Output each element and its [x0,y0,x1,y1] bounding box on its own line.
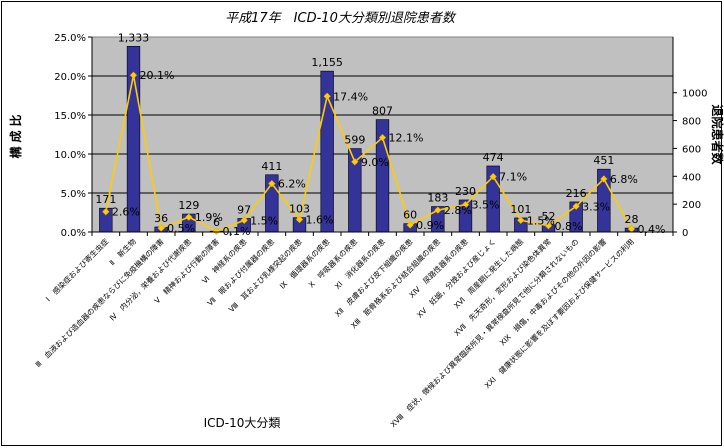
category-label: Ⅰ 感染症および寄生虫症 [43,236,110,303]
category-label: ⅩⅦ 先天奇形，変形および染色体異常 [451,236,553,338]
line-value-label: 6.8% [610,173,638,186]
line-marker [517,216,525,225]
bar-value-label: 101 [510,203,531,216]
axes-group: 0.0% 0 5.0% 200 10.0% 400 15.0% 600 20.0% 800 25.0… [54,33,707,239]
y-tick-label-right: 1000 [682,89,707,100]
bar-value-label: 103 [289,203,310,216]
series-line [105,75,633,233]
category-label: Ⅹ 呼吸器系の疾患 [306,236,359,289]
line-marker [544,222,553,230]
y-tick-label-right: 600 [682,144,701,155]
line-marker [406,221,414,229]
line-value-label: 1.5% [527,214,555,227]
bar-value-label: 36 [154,212,168,225]
bar-value-label: 1,155 [311,56,343,69]
bar-value-label: 52 [542,210,556,223]
line-marker [600,175,608,183]
bar-value-label: 230 [455,185,476,198]
y-tick-label-left: 5.0% [61,189,86,200]
line-value-label: 12.1% [389,132,424,145]
chart-title: 平成17年 ICD-10大分類別退院患者数 [225,10,457,26]
category-label: ⅩⅠ 消化器系の疾患 [332,236,387,291]
bar-value-label: 451 [593,154,614,167]
line-value-label: 20.1% [140,69,175,82]
line-marker [323,92,331,101]
line-marker [129,71,138,79]
line-marker [185,213,193,221]
line-marker [378,133,387,142]
bar-value-label: 6 [213,216,220,229]
bar-value-label: 171 [95,193,116,206]
line-marker [295,215,304,224]
bar-value-label: 28 [625,213,639,226]
data-labels: 171 1,333 36 129 6 97 411 103 1,155 599 807 60 183 23… [95,31,665,238]
line-marker [102,207,110,216]
y-tick-label-right: 800 [682,117,701,128]
line-value-label: 3.3% [582,200,610,213]
line-marker [351,158,359,166]
y-tick-label-left: 0.0% [61,228,86,239]
bar-value-label: 216 [566,187,587,200]
line-value-label: 0.4% [638,223,666,236]
line-value-label: 0.1% [223,225,251,238]
line-marker [489,172,497,181]
category-label: Ⅲ 血液および造血器の疾患ならびに免疫機構の障害 [33,236,166,369]
bar-value-label: 599 [344,134,365,147]
y-axis-label-right: 退院患者数 [710,104,724,165]
bar-value-label: 183 [427,192,448,205]
line-marker [434,206,442,214]
line-marker [268,179,276,188]
line-marker [461,200,470,209]
line-value-label: 1.5% [250,214,278,227]
line-value-label: 0.5% [167,222,195,235]
line-value-label: 17.4% [333,90,368,103]
bar-value-label: 1,333 [118,31,150,44]
y-tick-label-left: 15.0% [54,111,86,122]
line-value-label: 9.0% [361,156,389,169]
y-tick-label-right: 400 [682,172,701,183]
line-value-label: 1.9% [195,211,223,224]
line-value-label: 0.8% [555,220,583,233]
y-tick-label-left: 25.0% [54,33,86,44]
line-marker [572,202,580,211]
line-marker [212,227,221,235]
line-value-label: 0.9% [416,219,444,232]
bar-value-label: 807 [372,105,393,118]
bar-value-label: 97 [237,203,251,216]
line-group [102,71,636,235]
bar-value-label: 411 [261,160,282,173]
line-value-label: 6.2% [278,178,306,191]
bar-value-label: 129 [178,199,199,212]
line-marker [240,216,248,225]
line-value-label: 7.1% [499,171,527,184]
y-tick-label-left: 10.0% [54,150,86,161]
y-axis-label-left: 構成比 [8,110,23,158]
bar-value-label: 60 [403,209,417,222]
bar-value-label: 474 [483,151,504,164]
line-value-label: 2.6% [112,206,140,219]
line-value-label: 2.8% [444,204,472,217]
y-tick-label-right: 0 [682,228,688,239]
x-axis-label: ICD-10大分類 [204,416,281,430]
category-label: Ⅸ 循環器系の疾患 [277,236,332,291]
y-tick-label-right: 200 [682,200,701,211]
line-value-label: 3.5% [472,199,500,212]
line-value-label: 1.6% [306,214,334,227]
y-tick-label-left: 20.0% [54,72,86,83]
